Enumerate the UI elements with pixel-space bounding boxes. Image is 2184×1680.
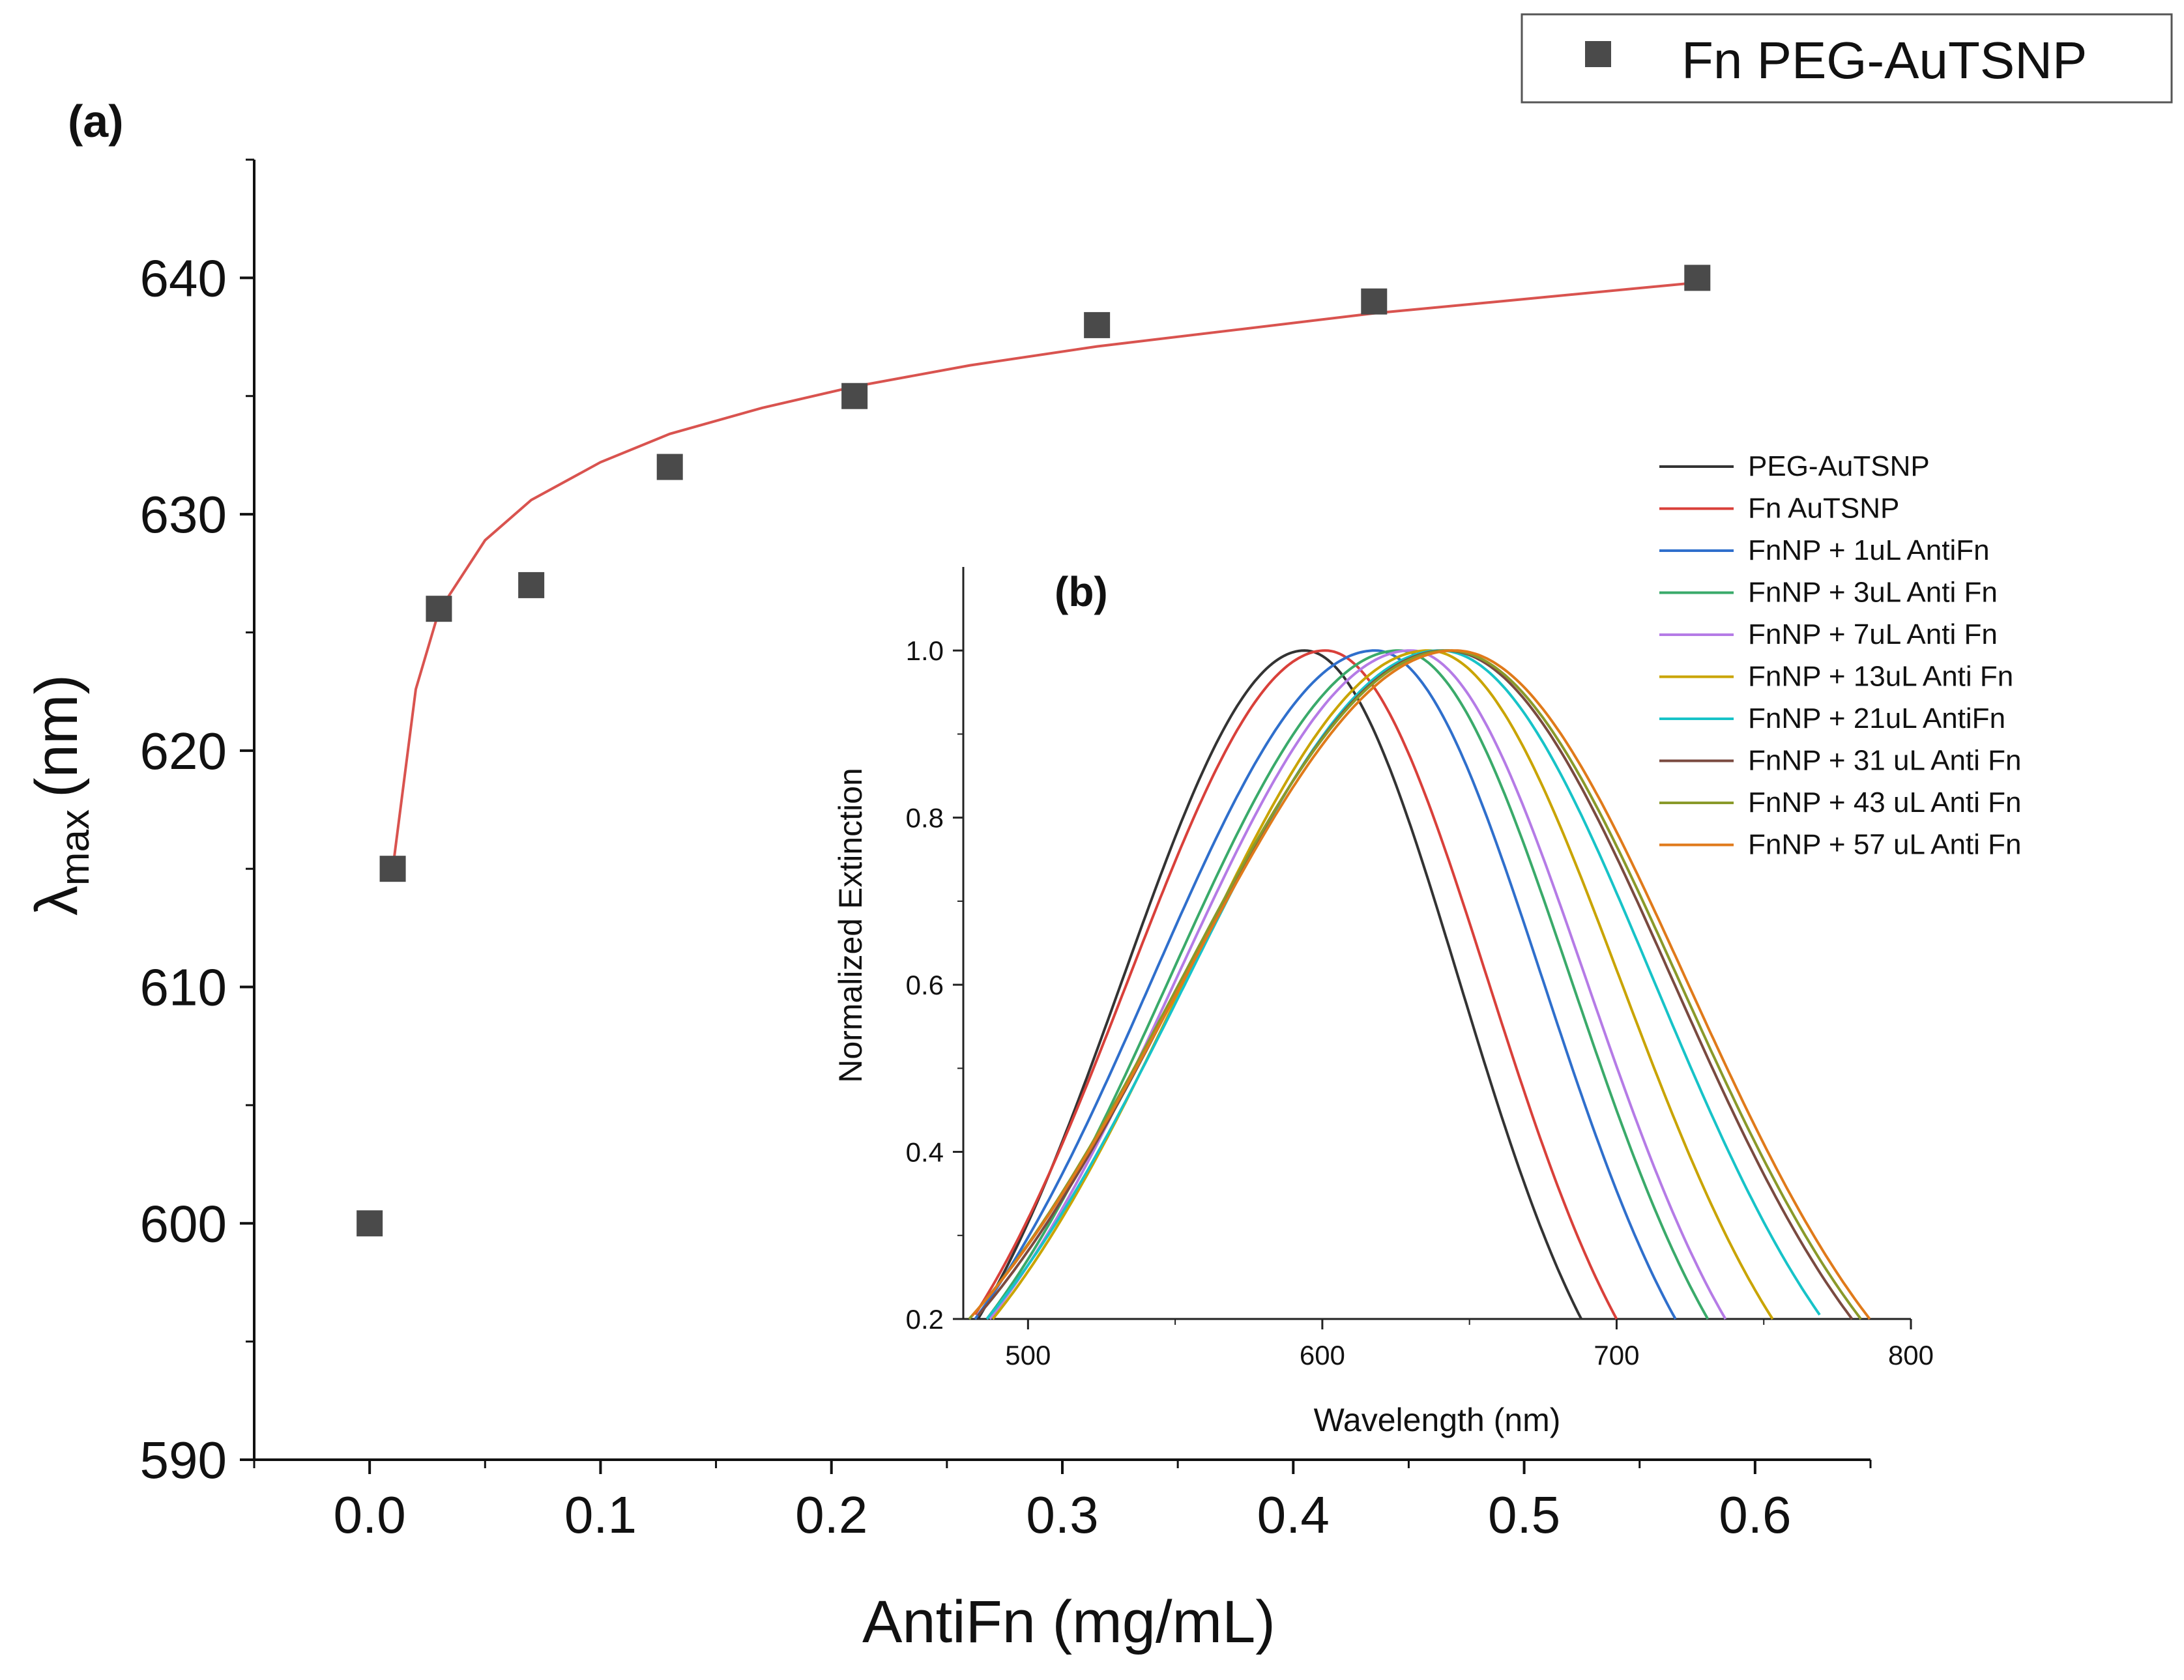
inset-series-line: [971, 649, 1871, 1320]
inset-legend-label: FnNP + 31 uL Anti Fn: [1748, 745, 2021, 777]
main-data-point: [357, 1210, 383, 1237]
inset-legend-label: FnNP + 21uL AntiFn: [1748, 702, 2005, 734]
inset-legend-label: FnNP + 1uL AntiFn: [1748, 534, 1990, 566]
panel-label-b: (b): [1055, 568, 1108, 615]
inset-x-tick-label: 600: [1300, 1340, 1345, 1370]
main-x-tick-label: 0.3: [1026, 1486, 1098, 1544]
main-x-tick-label: 0.6: [1719, 1486, 1791, 1544]
inset-series-line: [985, 649, 1821, 1320]
main-x-axis-label: AntiFn (mg/mL): [862, 1589, 1275, 1655]
inset-x-tick-label: 800: [1888, 1340, 1934, 1370]
inset-series-line: [985, 649, 1710, 1320]
inset-y-axis-label: Normalized Extinction: [832, 768, 869, 1083]
main-y-tick-label: 630: [140, 485, 227, 543]
main-x-tick-label: 0.0: [334, 1486, 406, 1544]
inset-y-tick-label: 0.6: [906, 970, 944, 1000]
inset-x-axis-label: Wavelength (nm): [1314, 1402, 1561, 1438]
inset-series-line: [974, 649, 1677, 1320]
inset-series-line: [968, 649, 1862, 1320]
main-data-points: [357, 265, 1711, 1237]
panel-label-a: (a): [68, 96, 124, 147]
main-y-axis-label-subscript: max: [53, 809, 98, 886]
inset-legend-label: FnNP + 57 uL Anti Fn: [1748, 829, 2021, 861]
inset-legend-label: FnNP + 13uL Anti Fn: [1748, 661, 2013, 693]
main-y-axis-label-unit: (nm): [23, 674, 90, 798]
main-chart: (a) Fn PEG-AuTSNP 0.0 0.1 0.2 0.3 0.4 0.5 0.65…: [23, 13, 2173, 1655]
main-ticks: 0.0 0.1 0.2 0.3 0.4 0.5 0.6 590 600 610 620 630 640: [140, 158, 1872, 1544]
inset-legend: PEG-AuTSNP Fn AuTSNP FnNP + 1uL AntiFn FnNP…: [1659, 450, 2021, 861]
inset-curves: [968, 649, 1871, 1320]
main-data-point: [1361, 288, 1388, 315]
inset-legend-label: Fn AuTSNP: [1748, 493, 1899, 525]
main-fit-line: [391, 281, 1698, 869]
main-data-point: [1684, 265, 1711, 291]
inset-series-line: [976, 649, 1583, 1320]
inset-legend-label: PEG-AuTSNP: [1748, 450, 1930, 482]
main-y-tick-label: 620: [140, 722, 227, 780]
main-data-point: [518, 572, 545, 598]
inset-y-tick-label: 0.2: [906, 1304, 944, 1335]
inset-x-tick-label: 700: [1594, 1340, 1639, 1370]
main-y-tick-label: 590: [140, 1431, 227, 1489]
inset-legend-label: FnNP + 3uL Anti Fn: [1748, 577, 1998, 609]
inset-legend-label: FnNP + 7uL Anti Fn: [1748, 618, 1998, 650]
inset-chart: (b) 500 600 700 800 0.2 0.4 0.6 0.8 1.0 Waveleng…: [832, 450, 2021, 1438]
main-x-tick-label: 0.1: [564, 1486, 637, 1544]
main-y-tick-label: 640: [140, 249, 227, 307]
main-x-tick-label: 0.2: [795, 1486, 867, 1544]
inset-legend-label: FnNP + 43 uL Anti Fn: [1748, 787, 2021, 818]
main-legend: Fn PEG-AuTSNP: [1521, 13, 2173, 104]
main-x-tick-label: 0.4: [1257, 1486, 1330, 1544]
inset-ticks: 500 600 700 800 0.2 0.4 0.6 0.8 1.0: [906, 635, 1934, 1370]
main-y-axis-label-symbol: λ: [23, 886, 90, 916]
main-data-point: [656, 454, 683, 480]
inset-y-tick-label: 0.8: [906, 803, 944, 833]
main-y-axis-label: λmax (nm): [23, 674, 98, 916]
main-data-point: [426, 596, 452, 622]
main-data-point: [841, 383, 868, 409]
main-fit-curve: [391, 281, 1698, 869]
inset-series-line: [974, 649, 1618, 1320]
main-y-tick-label: 600: [140, 1195, 227, 1253]
main-y-tick-label: 610: [140, 959, 227, 1017]
main-legend-box: [1521, 13, 2173, 104]
main-data-point: [1084, 311, 1111, 338]
main-legend-label: Fn PEG-AuTSNP: [1682, 31, 2087, 89]
main-legend-marker: [1585, 41, 1611, 67]
main-x-tick-label: 0.5: [1488, 1486, 1560, 1544]
inset-y-tick-label: 0.4: [906, 1137, 944, 1168]
main-data-point: [379, 856, 406, 882]
inset-x-tick-label: 500: [1005, 1340, 1051, 1370]
inset-y-tick-label: 1.0: [906, 635, 944, 666]
